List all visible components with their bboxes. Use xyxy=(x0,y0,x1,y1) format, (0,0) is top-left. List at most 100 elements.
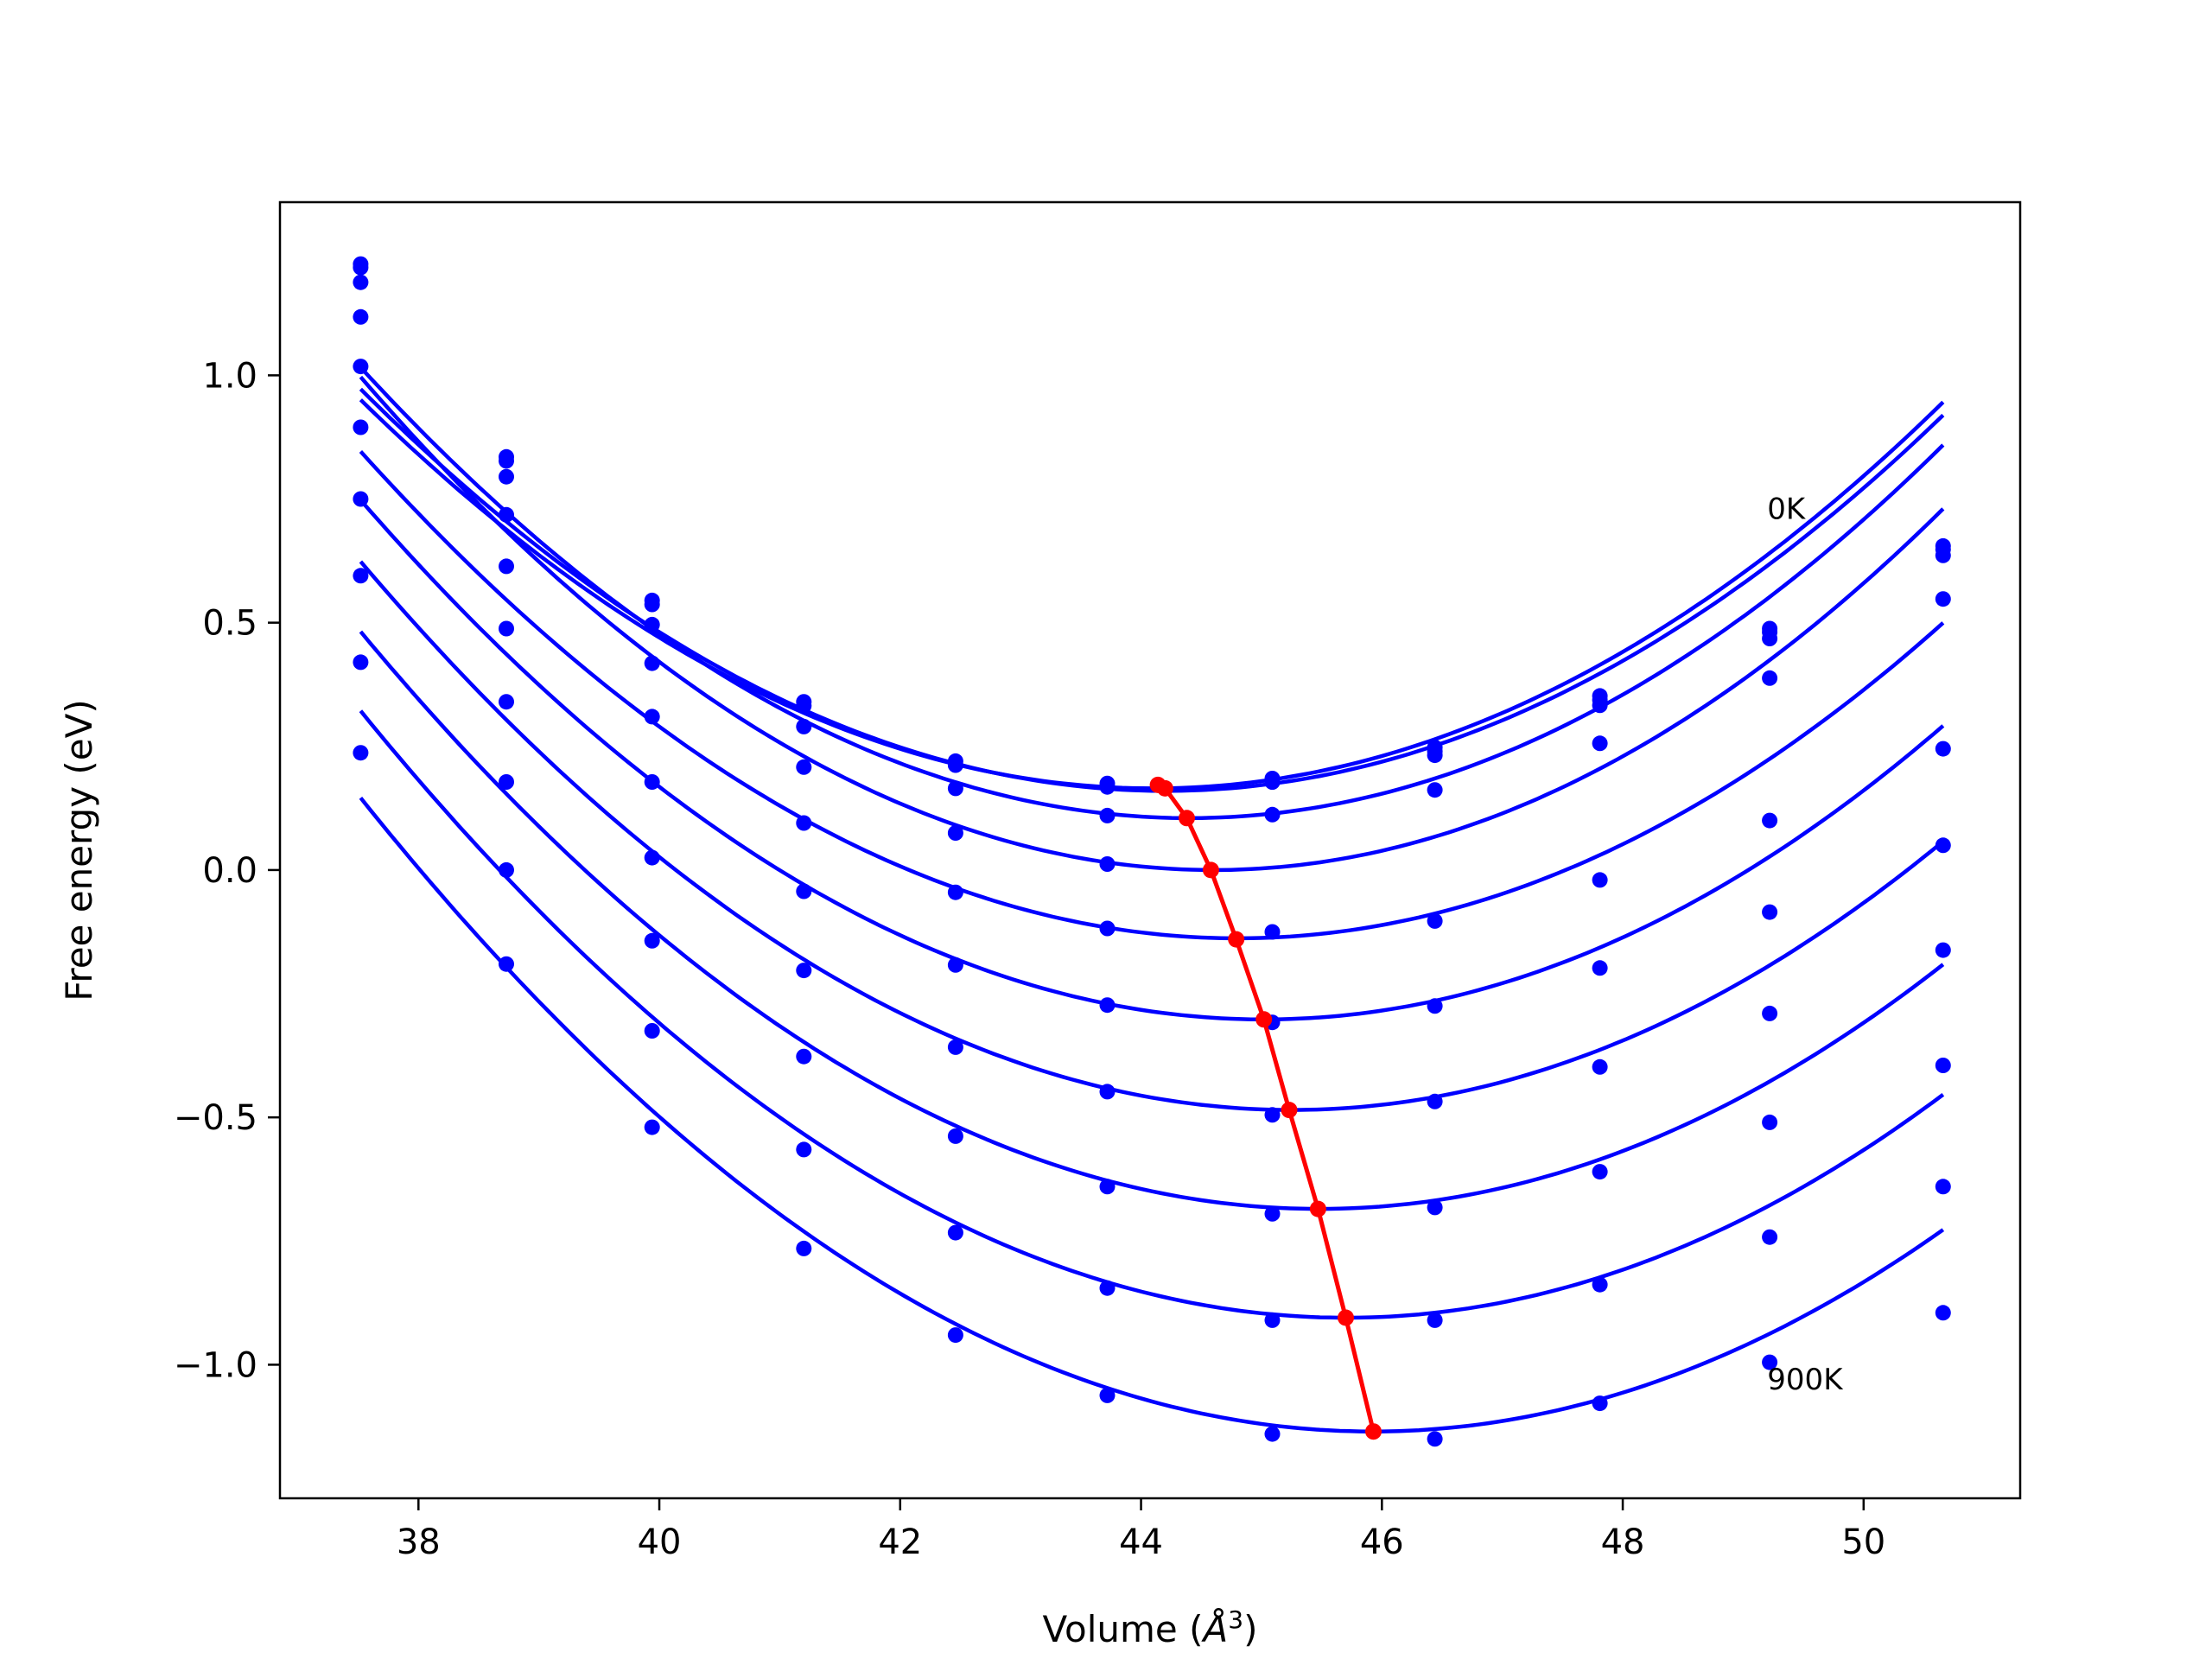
y-axis-label: Free energy (eV) xyxy=(58,699,100,1001)
fit-curve-200K xyxy=(359,365,1945,821)
data-point-900K xyxy=(1762,1354,1778,1370)
data-point-400K xyxy=(1264,924,1281,940)
data-point-200K xyxy=(947,780,963,797)
x-tick-label: 42 xyxy=(878,1522,922,1562)
data-point-400K xyxy=(1427,912,1443,929)
data-point-800K xyxy=(947,1224,963,1241)
data-point-200K xyxy=(1592,697,1608,714)
data-point-800K xyxy=(644,1023,660,1039)
minimum-point xyxy=(1365,1423,1382,1440)
data-point-700K xyxy=(499,774,514,790)
data-point-300K xyxy=(796,759,812,775)
data-point-400K xyxy=(1592,872,1608,888)
data-point-300K xyxy=(644,655,660,671)
data-point-400K xyxy=(1935,741,1951,757)
data-point-900K xyxy=(1427,1431,1443,1447)
data-point-700K xyxy=(796,1048,812,1065)
data-point-800K xyxy=(1935,1179,1951,1195)
data-point-400K xyxy=(1762,812,1778,829)
data-point-400K xyxy=(947,884,963,900)
minimum-point xyxy=(1255,1011,1273,1028)
data-point-500K xyxy=(644,774,660,790)
data-point-500K xyxy=(1427,998,1443,1014)
fit-curve-600K xyxy=(359,560,1945,1112)
data-point-600K xyxy=(947,1039,963,1055)
data-point-800K xyxy=(1099,1280,1116,1296)
data-point-200K xyxy=(1935,547,1951,563)
data-point-600K xyxy=(1935,942,1951,958)
data-point-600K xyxy=(499,694,514,710)
data-point-800K xyxy=(796,1141,812,1158)
minimum-point xyxy=(1228,931,1245,948)
x-tick-label: 48 xyxy=(1601,1522,1645,1562)
data-point-700K xyxy=(1427,1199,1443,1216)
x-tick-label: 50 xyxy=(1841,1522,1885,1562)
data-point-100K xyxy=(1099,779,1116,795)
fit-curve-900K xyxy=(359,796,1945,1433)
curve-annotation: 900K xyxy=(1767,1363,1844,1397)
minimum-point xyxy=(1309,1200,1326,1217)
data-point-200K xyxy=(499,468,514,485)
data-point-300K xyxy=(1762,670,1778,686)
data-point-900K xyxy=(353,745,369,761)
minimum-point xyxy=(1281,1102,1298,1119)
data-point-700K xyxy=(947,1128,963,1144)
data-point-900K xyxy=(796,1240,812,1256)
data-point-900K xyxy=(1099,1387,1116,1403)
data-point-600K xyxy=(1099,1084,1116,1100)
data-point-400K xyxy=(353,359,369,375)
data-point-900K xyxy=(499,956,514,972)
data-point-500K xyxy=(1762,904,1778,920)
axes-frame xyxy=(278,200,2022,1500)
data-point-100K xyxy=(644,596,660,613)
data-point-500K xyxy=(1099,997,1116,1014)
y-tick-label: 1.0 xyxy=(202,356,257,396)
data-point-700K xyxy=(1935,1058,1951,1073)
data-point-300K xyxy=(1099,856,1116,872)
data-point-800K xyxy=(1592,1276,1608,1293)
data-point-200K xyxy=(1427,747,1443,764)
data-point-300K xyxy=(353,308,369,325)
data-point-900K xyxy=(1264,1426,1281,1442)
data-point-600K xyxy=(1264,1107,1281,1123)
minimum-point xyxy=(1156,779,1173,797)
minimum-point xyxy=(1179,810,1195,827)
data-point-300K xyxy=(1427,782,1443,798)
data-point-600K xyxy=(796,963,812,979)
data-point-400K xyxy=(644,709,660,725)
minimum-point xyxy=(1202,861,1219,879)
plot-area xyxy=(353,256,1951,1447)
fit-curve-400K xyxy=(359,449,1945,941)
data-point-200K xyxy=(1264,774,1281,790)
fit-curve-500K xyxy=(359,499,1945,1022)
y-tick-label: 0.0 xyxy=(202,851,257,891)
data-point-100K xyxy=(947,757,963,773)
data-point-300K xyxy=(499,506,514,523)
fit-curve-300K xyxy=(359,375,1945,873)
data-point-600K xyxy=(1427,1093,1443,1109)
y-tick-label: 0.5 xyxy=(202,604,257,644)
x-axis-ticks: 38 40 42 44 46 48 50 xyxy=(397,1498,1885,1562)
data-point-900K xyxy=(1592,1395,1608,1412)
data-point-300K xyxy=(1935,591,1951,607)
y-axis-ticks: 1.0 0.5 0.0 −0.5 −1.0 xyxy=(174,356,280,1385)
data-point-900K xyxy=(644,1119,660,1135)
data-point-400K xyxy=(1099,920,1116,937)
data-point-800K xyxy=(1427,1312,1443,1328)
data-point-200K xyxy=(353,274,369,290)
data-point-600K xyxy=(1762,1005,1778,1021)
data-point-700K xyxy=(1762,1114,1778,1130)
fit-curve-800K xyxy=(359,709,1945,1320)
minimum-point xyxy=(1338,1309,1354,1326)
data-point-900K xyxy=(947,1327,963,1344)
data-point-200K xyxy=(796,718,812,734)
data-point-600K xyxy=(644,849,660,866)
x-tick-label: 40 xyxy=(638,1522,682,1562)
data-point-300K xyxy=(1264,806,1281,823)
data-point-700K xyxy=(644,932,660,949)
x-tick-label: 44 xyxy=(1119,1522,1163,1562)
data-point-500K xyxy=(947,957,963,973)
data-point-400K xyxy=(499,558,514,575)
data-point-100K xyxy=(499,453,514,469)
